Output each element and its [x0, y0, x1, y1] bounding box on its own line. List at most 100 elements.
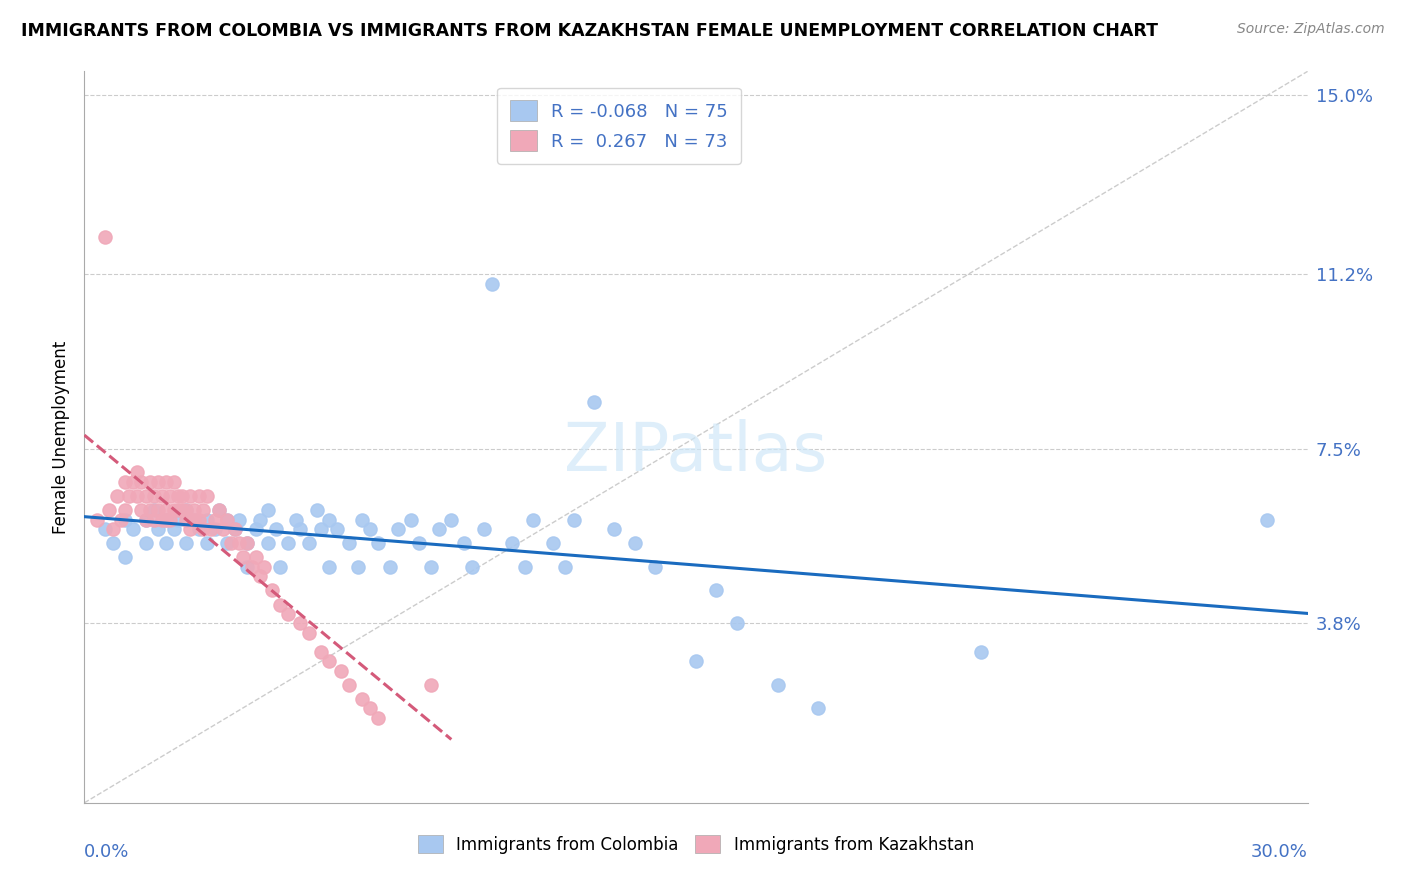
- Point: [110, 513, 132, 527]
- Point: [183, 513, 205, 527]
- Point: [236, 536, 259, 550]
- Point: [367, 711, 389, 725]
- Point: [172, 503, 194, 517]
- Point: [127, 466, 149, 480]
- Point: [224, 522, 246, 536]
- Point: [200, 522, 222, 536]
- Point: [146, 522, 169, 536]
- Point: [346, 559, 368, 574]
- Point: [420, 678, 443, 692]
- Point: [290, 616, 312, 631]
- Point: [330, 664, 353, 678]
- Point: [240, 559, 263, 574]
- Point: [970, 645, 993, 659]
- Point: [277, 607, 299, 621]
- Point: [219, 536, 242, 550]
- Point: [249, 569, 271, 583]
- Point: [204, 513, 226, 527]
- Point: [159, 513, 181, 527]
- Point: [150, 489, 173, 503]
- Point: [135, 513, 157, 527]
- Point: [174, 503, 197, 517]
- Point: [187, 513, 209, 527]
- Point: [706, 583, 728, 598]
- Point: [127, 489, 149, 503]
- Point: [290, 522, 312, 536]
- Point: [114, 513, 136, 527]
- Point: [135, 513, 157, 527]
- Point: [155, 513, 177, 527]
- Y-axis label: Female Unemployment: Female Unemployment: [52, 341, 70, 533]
- Point: [146, 475, 169, 489]
- Point: [118, 489, 141, 503]
- Point: [269, 598, 291, 612]
- Point: [208, 503, 231, 517]
- Point: [172, 489, 194, 503]
- Text: Source: ZipAtlas.com: Source: ZipAtlas.com: [1237, 22, 1385, 37]
- Point: [318, 559, 340, 574]
- Point: [208, 503, 231, 517]
- Point: [228, 513, 250, 527]
- Point: [97, 503, 120, 517]
- Point: [131, 475, 153, 489]
- Point: [725, 616, 748, 631]
- Text: ZIPatlas: ZIPatlas: [564, 418, 828, 484]
- Point: [101, 522, 124, 536]
- Point: [236, 536, 259, 550]
- Point: [309, 645, 332, 659]
- Point: [522, 513, 544, 527]
- Point: [135, 536, 157, 550]
- Point: [350, 513, 373, 527]
- Point: [359, 522, 381, 536]
- Point: [187, 522, 209, 536]
- Point: [420, 559, 443, 574]
- Point: [644, 559, 666, 574]
- Point: [1256, 513, 1278, 527]
- Point: [93, 522, 115, 536]
- Point: [122, 522, 145, 536]
- Point: [155, 513, 177, 527]
- Point: [245, 522, 267, 536]
- Point: [245, 550, 267, 565]
- Text: 0.0%: 0.0%: [84, 843, 129, 861]
- Point: [502, 536, 524, 550]
- Text: IMMIGRANTS FROM COLOMBIA VS IMMIGRANTS FROM KAZAKHSTAN FEMALE UNEMPLOYMENT CORRE: IMMIGRANTS FROM COLOMBIA VS IMMIGRANTS F…: [21, 22, 1159, 40]
- Point: [399, 513, 422, 527]
- Point: [191, 522, 214, 536]
- Point: [105, 489, 128, 503]
- Point: [183, 503, 205, 517]
- Point: [562, 513, 585, 527]
- Point: [285, 513, 308, 527]
- Point: [155, 475, 177, 489]
- Legend: Immigrants from Colombia, Immigrants from Kazakhstan: Immigrants from Colombia, Immigrants fro…: [412, 829, 980, 860]
- Point: [318, 654, 340, 668]
- Point: [408, 536, 430, 550]
- Point: [513, 559, 536, 574]
- Point: [150, 513, 173, 527]
- Point: [359, 701, 381, 715]
- Point: [191, 503, 214, 517]
- Point: [583, 394, 606, 409]
- Point: [167, 489, 190, 503]
- Point: [440, 513, 463, 527]
- Point: [253, 559, 276, 574]
- Point: [453, 536, 475, 550]
- Point: [277, 536, 299, 550]
- Point: [461, 559, 484, 574]
- Point: [228, 536, 250, 550]
- Point: [217, 536, 239, 550]
- Point: [101, 536, 124, 550]
- Point: [472, 522, 495, 536]
- Point: [174, 513, 197, 527]
- Point: [174, 536, 197, 550]
- Point: [179, 522, 201, 536]
- Point: [142, 513, 165, 527]
- Point: [260, 583, 283, 598]
- Point: [309, 522, 332, 536]
- Point: [387, 522, 409, 536]
- Point: [380, 559, 402, 574]
- Point: [217, 513, 239, 527]
- Point: [114, 550, 136, 565]
- Point: [179, 489, 201, 503]
- Point: [195, 489, 218, 503]
